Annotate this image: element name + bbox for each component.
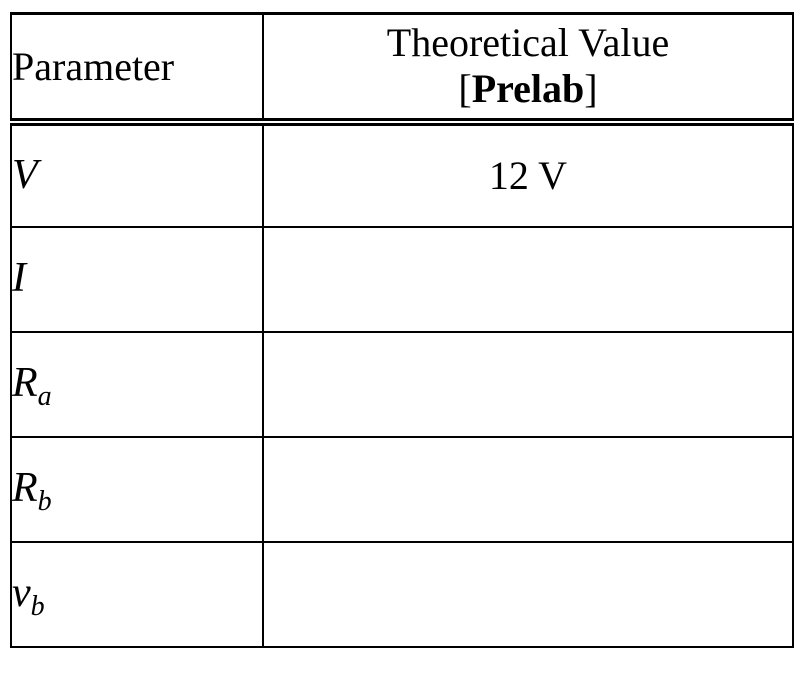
table-row: V 12 V (11, 122, 793, 227)
header-parameter-label: Parameter (12, 44, 174, 89)
param-main: v (12, 570, 31, 616)
param-main: I (12, 255, 26, 301)
table-row: I (11, 227, 793, 332)
table-header-row: Parameter Theoretical Value [Prelab] (11, 14, 793, 122)
value-cell (263, 227, 793, 332)
param-cell: Ra (11, 332, 263, 437)
header-value-line2: [Prelab] (264, 66, 792, 112)
value-cell (263, 437, 793, 542)
param-main: V (12, 152, 38, 198)
param-cell: Rb (11, 437, 263, 542)
value-cell (263, 332, 793, 437)
header-value-bracket-close: ] (584, 66, 597, 111)
header-value-bracket-open: [ (458, 66, 471, 111)
header-parameter-cell: Parameter (11, 14, 263, 122)
value-text: 12 V (489, 153, 567, 198)
prelab-parameters-table: Parameter Theoretical Value [Prelab] V 1… (10, 12, 794, 648)
param-main: R (12, 465, 38, 511)
param-cell: I (11, 227, 263, 332)
param-main: R (12, 360, 38, 406)
header-value-cell: Theoretical Value [Prelab] (263, 14, 793, 122)
param-sub: a (38, 381, 52, 412)
param-sub: b (31, 591, 45, 622)
header-value-bold: Prelab (472, 66, 585, 111)
header-value-line1: Theoretical Value (264, 20, 792, 66)
param-sub: b (38, 486, 52, 517)
param-cell: V (11, 122, 263, 227)
table-row: Ra (11, 332, 793, 437)
value-cell: 12 V (263, 122, 793, 227)
table-row: vb (11, 542, 793, 647)
table-row: Rb (11, 437, 793, 542)
value-cell (263, 542, 793, 647)
param-cell: vb (11, 542, 263, 647)
